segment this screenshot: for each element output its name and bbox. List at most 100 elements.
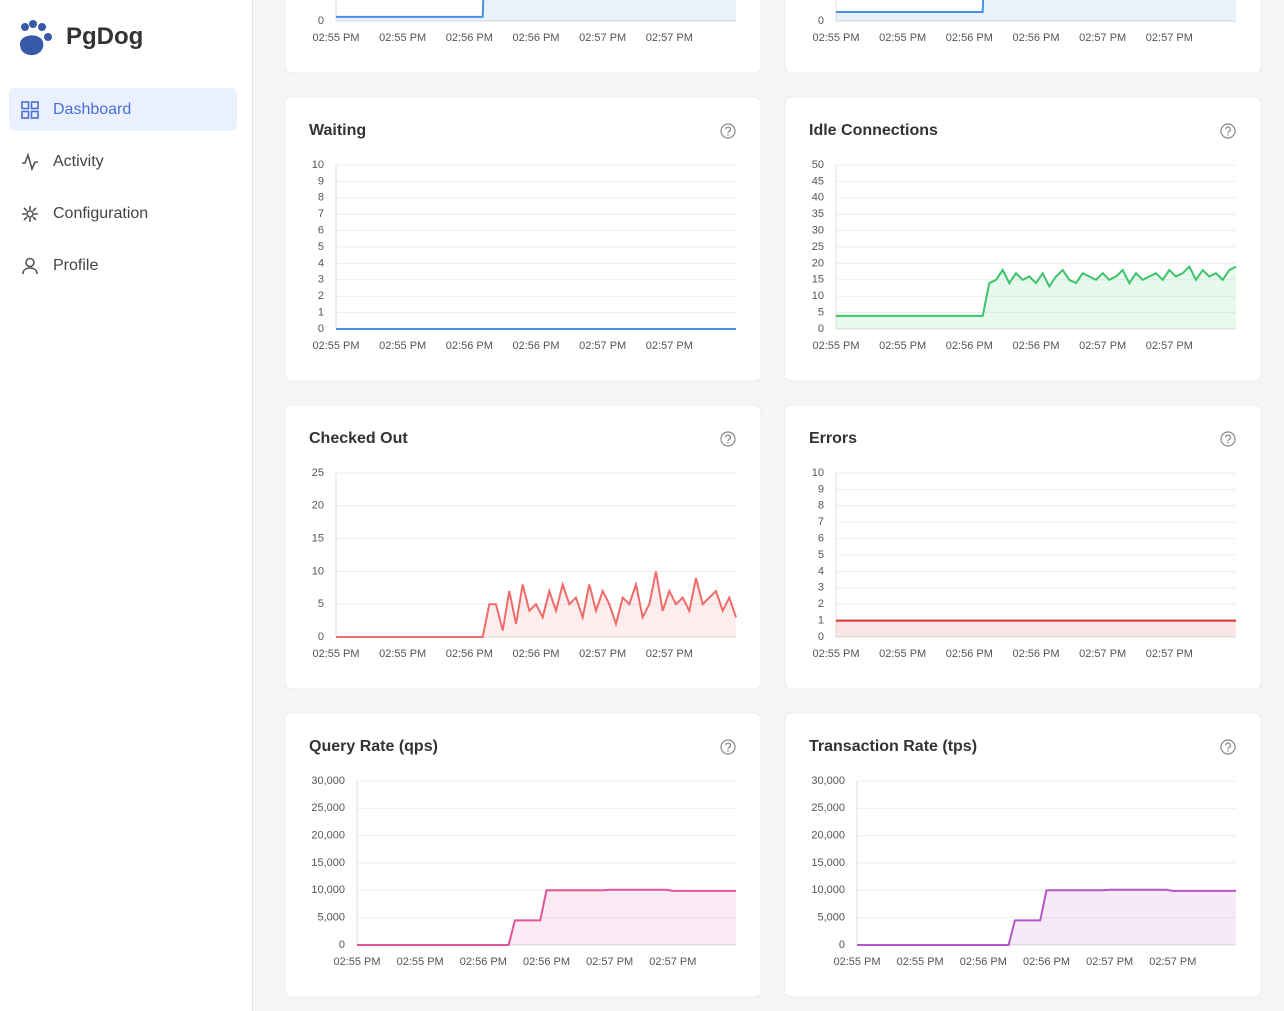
y-tick-label: 5,000 (817, 912, 845, 924)
x-tick-label: 02:57 PM (579, 32, 626, 44)
x-tick-label: 02:56 PM (1012, 32, 1059, 44)
help-circle (1220, 739, 1236, 755)
y-tick-label: 0 (339, 939, 345, 951)
x-tick-label: 02:57 PM (646, 32, 693, 44)
help-mark (725, 126, 731, 134)
y-tick-label: 1 (818, 615, 824, 627)
sidebar: PgDog Dashboard Activity Configuration P… (0, 0, 253, 1011)
help-dot (727, 750, 729, 752)
y-tick-label: 0 (818, 323, 824, 335)
area-fill (836, 0, 1236, 21)
y-tick-label: 0 (818, 631, 824, 643)
y-tick-label: 10,000 (811, 884, 845, 896)
x-tick-label: 02:55 PM (312, 32, 359, 44)
help-dot (1227, 442, 1229, 444)
y-tick-label: 3 (818, 582, 824, 594)
help-icon[interactable] (720, 739, 736, 755)
x-tick-label: 02:57 PM (1079, 32, 1126, 44)
x-tick-label: 02:57 PM (579, 340, 626, 352)
y-tick-label: 4 (818, 565, 824, 577)
nav-item[interactable]: Profile (9, 244, 237, 287)
x-tick-label: 02:55 PM (379, 648, 426, 660)
y-tick-label: 20,000 (811, 830, 845, 842)
y-tick-label: 5 (318, 241, 324, 253)
y-tick-label: 30,000 (811, 775, 845, 787)
chart-title: Query Rate (qps) (309, 738, 438, 755)
nav-item[interactable]: Dashboard (9, 88, 237, 131)
chart-title: Idle Connections (809, 122, 938, 139)
logo (20, 20, 52, 56)
area-fill (357, 889, 736, 945)
x-tick-label: 02:55 PM (879, 340, 926, 352)
chart-card (784, 0, 1262, 74)
x-tick-label: 02:57 PM (1079, 648, 1126, 660)
chart-card (784, 404, 1262, 690)
x-tick-label: 02:56 PM (946, 32, 993, 44)
help-circle (1220, 123, 1236, 139)
y-tick-label: 5 (818, 307, 824, 319)
chart-title: Errors (809, 430, 857, 447)
x-tick-label: 02:57 PM (646, 340, 693, 352)
x-tick-label: 02:56 PM (512, 32, 559, 44)
x-tick-label: 02:55 PM (397, 956, 444, 968)
x-tick-label: 02:57 PM (1146, 648, 1193, 660)
brand: PgDog (16, 18, 143, 56)
x-tick-label: 02:56 PM (460, 956, 507, 968)
y-tick-label: 45 (812, 175, 824, 187)
help-circle (720, 739, 736, 755)
y-tick-label: 5,000 (317, 912, 345, 924)
x-tick-label: 02:56 PM (1012, 648, 1059, 660)
y-tick-label: 25,000 (811, 802, 845, 814)
series-line (836, 265, 1237, 317)
y-tick-label: 3 (318, 274, 324, 286)
help-icon[interactable] (720, 123, 736, 139)
help-icon[interactable] (1220, 739, 1236, 755)
y-tick-label: 10 (312, 159, 324, 171)
x-tick-label: 02:56 PM (946, 648, 993, 660)
help-icon[interactable] (1220, 431, 1236, 447)
x-tick-label: 02:55 PM (897, 956, 944, 968)
help-circle (720, 431, 736, 447)
y-tick-label: 30 (812, 225, 824, 237)
x-tick-label: 02:57 PM (649, 956, 696, 968)
help-dot (1227, 134, 1229, 136)
y-tick-label: 7 (318, 208, 324, 220)
y-tick-label: 0 (318, 15, 324, 27)
help-circle (1220, 431, 1236, 447)
help-icon[interactable] (1220, 123, 1236, 139)
y-tick-label: 0 (818, 15, 824, 27)
series-line (357, 888, 736, 946)
chart-card (284, 404, 762, 690)
chart-card (784, 96, 1262, 382)
help-mark (725, 742, 731, 750)
help-icon[interactable] (720, 431, 736, 447)
x-tick-label: 02:55 PM (812, 648, 859, 660)
help-mark (1225, 742, 1231, 750)
x-tick-label: 02:56 PM (946, 340, 993, 352)
area-fill (836, 266, 1236, 329)
x-tick-label: 02:55 PM (379, 340, 426, 352)
series-line (336, 0, 485, 18)
x-tick-label: 02:57 PM (1146, 340, 1193, 352)
nav-item[interactable]: Configuration (9, 192, 237, 235)
y-tick-label: 30,000 (311, 775, 345, 787)
x-tick-label: 02:57 PM (1149, 956, 1196, 968)
x-tick-label: 02:56 PM (446, 32, 493, 44)
y-tick-label: 8 (318, 192, 324, 204)
y-tick-label: 10 (812, 467, 824, 479)
y-tick-label: 2 (818, 598, 824, 610)
x-tick-label: 02:57 PM (579, 648, 626, 660)
y-tick-label: 0 (318, 631, 324, 643)
nav-item[interactable]: Activity (9, 140, 237, 183)
x-tick-label: 02:55 PM (812, 32, 859, 44)
x-tick-label: 02:55 PM (333, 956, 380, 968)
x-tick-label: 02:57 PM (1086, 956, 1133, 968)
x-tick-label: 02:57 PM (1146, 32, 1193, 44)
y-tick-label: 1 (318, 307, 324, 319)
y-tick-label: 0 (318, 323, 324, 335)
y-tick-label: 10,000 (311, 884, 345, 896)
chart-card (284, 712, 762, 998)
x-tick-label: 02:56 PM (960, 956, 1007, 968)
nav-label: Configuration (53, 204, 149, 222)
